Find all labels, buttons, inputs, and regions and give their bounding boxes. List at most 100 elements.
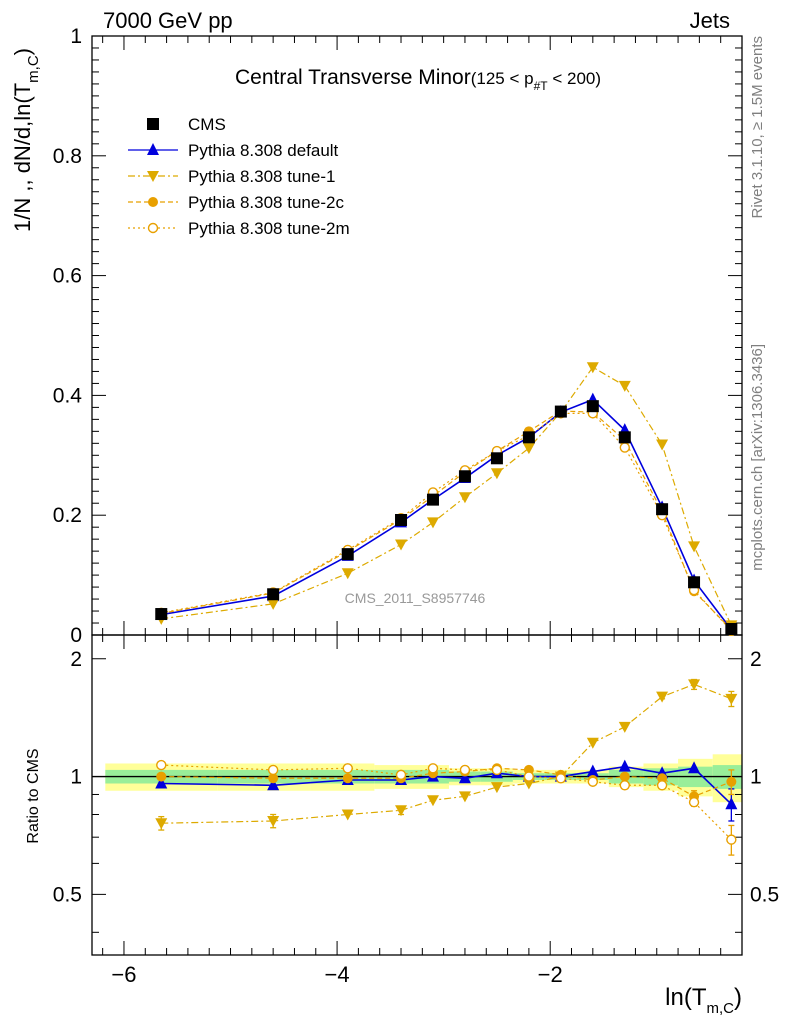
y-tick-label: 1 [70,25,82,48]
ratio-panel-frame [91,634,743,956]
series-line-ratio [161,767,732,798]
y-tick-label: 0.2 [53,504,82,527]
series-point-ratio [267,815,280,827]
analysis-watermark: CMS_2011_S8957746 [345,590,486,606]
x-axis-label-main: ln(T [665,984,707,1011]
header-right: Jets [690,8,730,33]
series-point-ratio [726,834,737,845]
series-point-ratio [342,763,353,774]
mcplots-source-label: mcplots.cern.ch [arXiv:1306.3436] [749,344,766,571]
cms-data-point [458,470,471,483]
series-point-ratio [587,776,599,787]
series-markers-layer [155,362,738,856]
ratio-tick-label-right: 1 [750,766,762,789]
series-point-ratio [586,737,599,749]
y-tick-label: 0.8 [53,145,82,168]
legend-marker [147,222,159,234]
series-point-ratio [555,773,567,784]
legend-label: CMS [188,115,226,134]
chart-title-main: Central Transverse Minor [235,66,471,89]
chart-title-cut: (125 < p [471,69,534,88]
x-axis-label-end: ) [734,984,742,1011]
legend-marker [147,118,159,130]
series-point-ratio [156,771,167,782]
series-point-ratio [618,759,631,772]
series-point-main [618,380,631,392]
series-line-main [161,366,732,626]
series-point-main [522,443,535,455]
series-point-main [688,541,701,553]
legend-label: Pythia 8.308 default [188,141,339,160]
ratio-tick-label-right: 2 [750,648,762,671]
series-line-ratio [161,765,732,805]
legend: CMS Pythia 8.308 default Pythia 8.308 tune… [128,115,350,238]
series-point-ratio [688,797,700,808]
header-left: 7000 GeV pp [103,8,233,33]
ratio-tick-label: 0.5 [53,883,82,906]
series-point-ratio [522,778,535,790]
series-point-ratio [619,771,630,782]
series-point-main [267,598,280,610]
series-point-ratio [395,805,408,817]
series-point-ratio [656,780,668,791]
y-axis-label-sub: m,C [25,55,42,83]
series-point-ratio [725,693,738,705]
series-point-ratio [155,818,168,830]
series-point-ratio [458,791,471,803]
series-point-main [341,568,354,580]
series-point-ratio [342,773,353,784]
series-point-ratio [267,764,279,776]
series-point-ratio [688,761,701,774]
x-tick-label: −4 [325,962,350,987]
cms-data-point [341,548,354,561]
series-point-ratio [268,773,279,784]
axis-ticks-layer: −6 −4 −2 0 0.2 0.4 0.6 0.8 1 0.5 0.5 1 1 2 2 [53,25,779,987]
series-point-ratio [586,764,599,777]
series-point-main [586,362,599,374]
x-tick-label: −6 [111,962,136,987]
chart-title-cut-end: < 200) [548,69,601,88]
legend-label: Pythia 8.308 tune-2m [188,219,350,238]
ratio-tick-label: 2 [70,648,82,671]
cms-data-point [618,431,631,444]
series-point-main [395,539,408,551]
legend-marker [147,143,159,155]
series-line-main [161,412,732,632]
cms-data-point [426,493,439,506]
cms-data-point [656,503,669,516]
series-point-ratio [491,764,503,776]
ratio-tick-label-right: 0.5 [750,883,779,906]
series-point-ratio [341,809,354,821]
series-point-ratio [726,776,737,787]
series-point-ratio [523,771,535,782]
cms-data-point [395,513,408,526]
series-point-ratio [619,780,630,791]
series-point-ratio [618,721,631,733]
y-tick-label: 0.6 [53,265,82,288]
legend-label: Pythia 8.308 tune-2c [188,193,344,212]
cms-data-point [554,405,567,418]
cms-data-point [688,576,701,589]
series-point-main [458,492,471,504]
series-point-ratio [427,763,439,774]
series-point-ratio [156,759,167,771]
cms-data-point [522,431,535,444]
cms-data-point [155,608,168,621]
cms-data-point [490,452,503,465]
series-line-main [161,398,732,631]
series-point-ratio [267,778,280,791]
series-point-ratio [155,776,168,789]
x-axis-label-sub: m,C [707,1000,735,1017]
series-line-ratio [161,764,732,841]
cms-data-point [267,588,280,601]
ratio-tick-label: 1 [70,766,82,789]
series-point-ratio [725,797,738,810]
y-tick-label: 0.4 [53,384,83,407]
cms-data-point [725,623,738,636]
series-point-main [619,442,630,453]
series-line-main [161,410,732,631]
y-axis-label-end: ) [10,48,35,55]
series-line-ratio [161,683,732,824]
series-point-main [490,468,503,480]
rivet-version-label: Rivet 3.1.10, ≥ 1.5M events [749,36,766,219]
